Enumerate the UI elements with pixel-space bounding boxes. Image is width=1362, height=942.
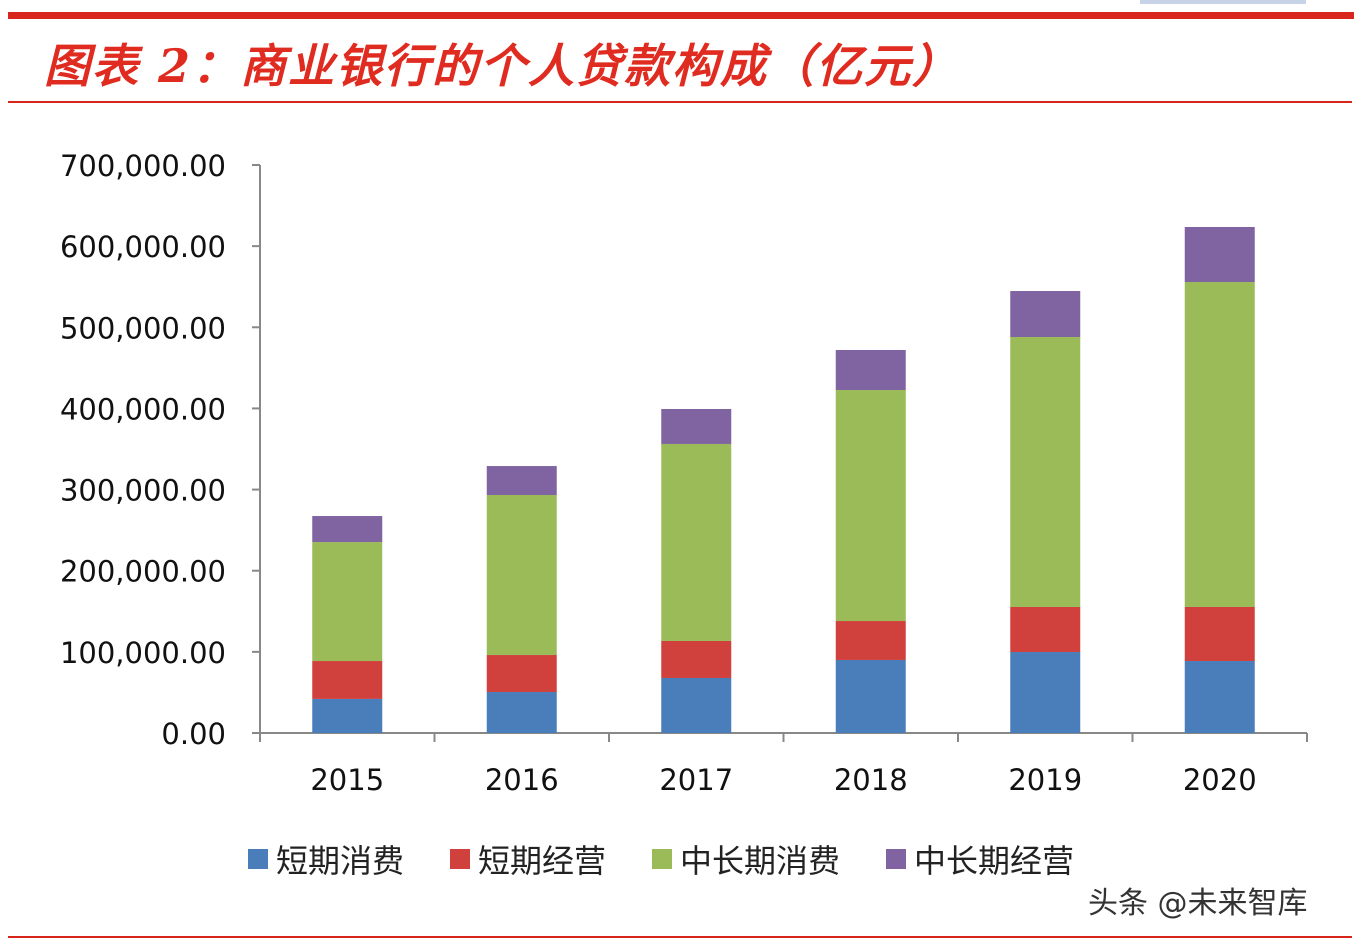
legend-swatch	[450, 849, 471, 869]
y-tick-label: 0.00	[161, 717, 226, 751]
y-tick-label: 500,000.00	[60, 311, 226, 345]
x-tick-label: 2016	[485, 763, 559, 797]
y-tick-label: 600,000.00	[60, 230, 226, 264]
y-tick-label: 300,000.00	[60, 474, 226, 508]
x-tick-label: 2015	[310, 763, 384, 797]
x-tick-label: 2018	[834, 763, 908, 797]
bar-segment	[1184, 282, 1255, 607]
bar-segment	[312, 661, 383, 699]
watermark: 头条 @未来智库	[1088, 886, 1308, 921]
title-divider	[8, 101, 1352, 103]
bar-segment	[1010, 606, 1081, 653]
bar-segment	[835, 390, 906, 622]
x-tick-label: 2017	[659, 763, 733, 797]
bar-segment	[835, 659, 906, 733]
bar-segment	[835, 621, 906, 660]
bar-segment	[486, 692, 557, 733]
x-tick-label: 2020	[1183, 763, 1257, 797]
bar-segment	[312, 542, 383, 662]
bar-segment	[1010, 337, 1081, 607]
y-tick-label: 200,000.00	[60, 555, 226, 589]
bar-segment	[1184, 606, 1255, 662]
bar-segment	[1184, 226, 1255, 283]
x-tick-label: 2019	[1008, 763, 1082, 797]
bar-segment	[835, 350, 906, 391]
legend-swatch	[248, 849, 268, 869]
legend: 短期消费 短期经营 中长期消费 中长期经营	[248, 836, 1120, 882]
legend-item: 短期经营	[450, 836, 606, 882]
legend-swatch	[886, 849, 907, 869]
top-decoration	[1140, 0, 1306, 4]
legend-label: 短期消费	[276, 842, 405, 880]
bar-segment	[1010, 291, 1081, 338]
bar-segment	[661, 677, 732, 733]
bar-segment	[312, 698, 383, 733]
chart-title: 图表 2：商业银行的个人贷款构成（亿元）	[44, 39, 961, 93]
legend-item: 短期消费	[248, 836, 404, 882]
bar-segment	[312, 516, 383, 543]
legend-label: 中长期经营	[914, 842, 1075, 880]
bar-segment	[486, 466, 557, 496]
legend-label: 短期经营	[478, 842, 607, 880]
bar-segment	[661, 443, 732, 641]
bar-segment	[1184, 661, 1255, 733]
bar-segment	[486, 495, 557, 656]
y-tick-label: 100,000.00	[60, 636, 226, 670]
bar-segment	[1010, 652, 1081, 733]
legend-label: 中长期消费	[680, 842, 841, 880]
y-tick-label: 700,000.00	[60, 149, 226, 183]
legend-swatch	[652, 849, 673, 869]
legend-item: 中长期消费	[652, 836, 840, 882]
bar-segment	[486, 655, 557, 693]
bottom-divider	[8, 936, 1352, 938]
y-tick-label: 400,000.00	[60, 392, 226, 426]
bar-segment	[661, 640, 732, 678]
legend-item: 中长期经营	[886, 836, 1074, 882]
top-red-bar	[8, 12, 1354, 19]
bar-segment	[661, 408, 732, 444]
